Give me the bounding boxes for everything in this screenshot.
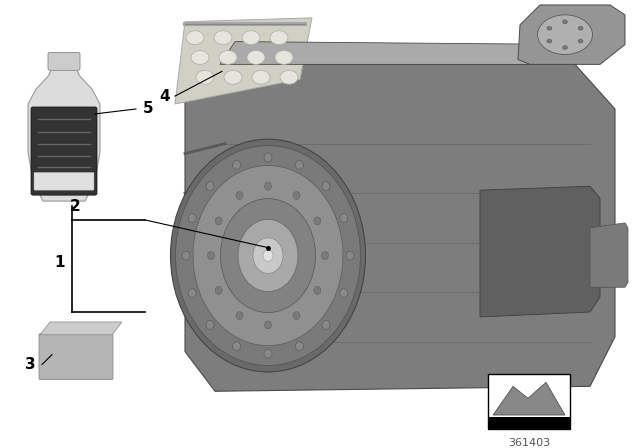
Ellipse shape [314,217,321,225]
Ellipse shape [215,217,222,225]
FancyBboxPatch shape [39,334,113,379]
FancyBboxPatch shape [31,107,97,195]
Ellipse shape [270,31,288,44]
Ellipse shape [224,70,242,84]
Ellipse shape [346,251,354,260]
Ellipse shape [296,342,303,351]
Polygon shape [590,223,628,287]
Polygon shape [220,42,590,65]
Ellipse shape [196,70,214,84]
Ellipse shape [191,51,209,65]
Ellipse shape [293,312,300,319]
Ellipse shape [207,252,214,259]
Polygon shape [493,382,565,415]
Ellipse shape [188,214,196,223]
Ellipse shape [296,160,303,169]
Ellipse shape [232,342,241,351]
Text: 3: 3 [25,357,35,372]
Ellipse shape [186,31,204,44]
Ellipse shape [578,39,583,43]
Text: 1: 1 [55,255,65,270]
Ellipse shape [547,26,552,30]
Ellipse shape [253,238,283,273]
Ellipse shape [563,46,568,50]
Bar [488,417,570,429]
Ellipse shape [322,320,330,329]
FancyBboxPatch shape [48,52,80,70]
Ellipse shape [263,250,273,262]
Ellipse shape [293,192,300,199]
Ellipse shape [252,70,270,84]
Ellipse shape [340,289,348,297]
Ellipse shape [578,26,583,30]
Bar [488,375,570,429]
Ellipse shape [219,51,237,65]
Ellipse shape [232,160,241,169]
Polygon shape [175,18,312,104]
Polygon shape [185,65,615,391]
Ellipse shape [538,15,593,55]
Ellipse shape [221,198,316,313]
Ellipse shape [321,252,328,259]
Ellipse shape [214,31,232,44]
Polygon shape [518,5,625,65]
Ellipse shape [170,139,365,372]
Ellipse shape [236,312,243,319]
Ellipse shape [247,51,265,65]
Ellipse shape [206,320,214,329]
Ellipse shape [182,251,190,260]
Text: 361403: 361403 [508,438,550,448]
Ellipse shape [206,182,214,191]
Polygon shape [40,322,122,335]
Ellipse shape [563,20,568,24]
Text: 4: 4 [160,89,170,103]
FancyBboxPatch shape [34,172,94,190]
Text: 5: 5 [143,101,154,116]
Ellipse shape [322,182,330,191]
Polygon shape [28,66,100,201]
Ellipse shape [280,70,298,84]
Ellipse shape [340,214,348,223]
Ellipse shape [236,192,243,199]
Ellipse shape [264,349,272,358]
Ellipse shape [275,51,293,65]
Polygon shape [480,186,600,317]
Ellipse shape [264,182,271,190]
Ellipse shape [242,31,260,44]
Ellipse shape [188,289,196,297]
Ellipse shape [547,39,552,43]
Text: 2: 2 [70,198,81,214]
Ellipse shape [264,153,272,162]
Ellipse shape [215,286,222,294]
Ellipse shape [314,286,321,294]
Ellipse shape [193,165,343,346]
Ellipse shape [175,146,360,366]
Ellipse shape [238,220,298,292]
Ellipse shape [264,321,271,329]
